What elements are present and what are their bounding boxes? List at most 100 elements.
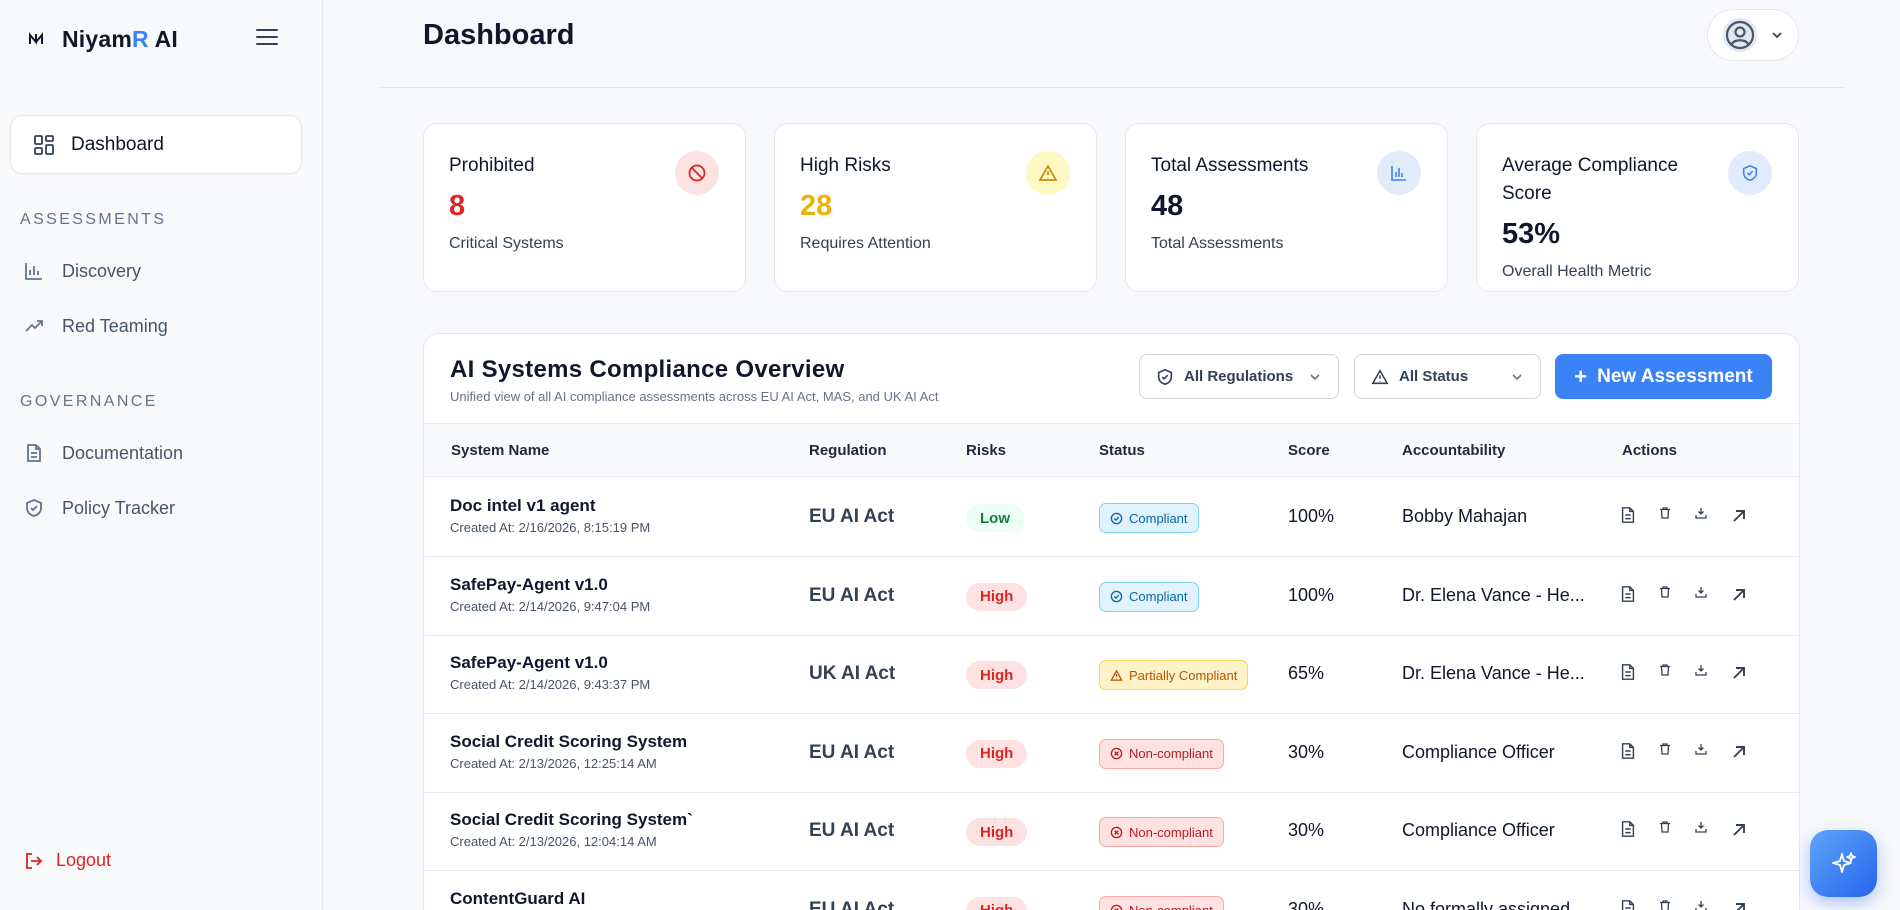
column-header[interactable]: Risks xyxy=(966,442,1007,459)
bar-chart-icon xyxy=(1377,151,1421,195)
risk-badge: Low xyxy=(966,504,1024,532)
section-title-governance: GOVERNANCE xyxy=(20,393,158,410)
delete-icon[interactable] xyxy=(1658,663,1672,677)
regulation: EU AI Act xyxy=(809,506,895,527)
status-badge: Compliant xyxy=(1099,581,1199,612)
view-document-icon[interactable] xyxy=(1619,506,1637,524)
regulation: EU AI Act xyxy=(809,741,895,763)
delete-icon[interactable] xyxy=(1658,585,1672,599)
view-document-icon[interactable] xyxy=(1619,585,1637,603)
accountability: Compliance Officer xyxy=(1402,741,1555,762)
stat-sub: Overall Health Metric xyxy=(1502,263,1652,280)
accountability: Dr. Elena Vance - He... xyxy=(1402,663,1585,683)
table-row[interactable]: Social Credit Scoring System` Created At:… xyxy=(424,792,1799,871)
view-document-icon[interactable] xyxy=(1619,663,1637,681)
table-row[interactable]: Doc intel v1 agent Created At: 2/16/2026,… xyxy=(424,478,1799,557)
logout-icon xyxy=(26,852,43,869)
panel-title: AI Systems Compliance Overview xyxy=(450,356,845,383)
new-assessment-label: New Assessment xyxy=(1597,365,1753,387)
system-name[interactable]: Doc intel v1 agent xyxy=(450,496,596,515)
open-external-icon[interactable] xyxy=(1729,506,1749,526)
stat-card-average-compliance: Average Compliance Score 53% Overall Hea… xyxy=(1476,123,1799,292)
download-icon[interactable] xyxy=(1694,506,1708,520)
ai-assistant-button[interactable] xyxy=(1810,830,1877,897)
column-header[interactable]: System Name xyxy=(451,442,550,459)
view-document-icon[interactable] xyxy=(1619,742,1637,760)
warning-icon xyxy=(1371,368,1389,384)
sidebar-item-policy-tracker[interactable]: Policy Tracker xyxy=(24,492,175,524)
column-header[interactable]: Score xyxy=(1288,442,1330,459)
regulation: EU AI Act xyxy=(809,898,895,910)
accountability: Bobby Mahajan xyxy=(1402,506,1528,526)
logout-button[interactable]: Logout xyxy=(24,850,111,871)
delete-icon[interactable] xyxy=(1658,742,1672,756)
table-row[interactable]: ContentGuard AI EU AI Act High Non-complian… xyxy=(424,871,1799,910)
system-name[interactable]: Social Credit Scoring System xyxy=(450,731,688,751)
sidebar-item-label: Policy Tracker xyxy=(62,497,176,518)
status-icon xyxy=(1110,669,1123,682)
risk-badge: High xyxy=(966,661,1028,689)
filter-label: All Status xyxy=(1399,368,1469,385)
status-filter[interactable]: All Status xyxy=(1354,354,1541,399)
user-menu[interactable] xyxy=(1707,9,1799,61)
panel-subtitle: Unified view of all AI compliance assess… xyxy=(450,389,939,404)
download-icon[interactable] xyxy=(1694,820,1708,834)
system-name[interactable]: Social Credit Scoring System` xyxy=(450,810,693,829)
warning-icon xyxy=(1026,151,1070,195)
open-external-icon[interactable] xyxy=(1729,742,1749,762)
new-assessment-button[interactable]: + New Assessment xyxy=(1555,354,1772,399)
sidebar-item-label: Red Teaming xyxy=(62,315,168,336)
system-name[interactable]: SafePay-Agent v1.0 xyxy=(450,574,608,594)
system-name[interactable]: ContentGuard AI xyxy=(450,888,586,908)
regulation: EU AI Act xyxy=(809,584,895,606)
shield-check-icon xyxy=(1157,368,1173,385)
column-header[interactable]: Status xyxy=(1099,442,1145,459)
accountability: No formally assigned xyxy=(1402,898,1571,910)
sidebar-item-documentation[interactable]: Documentation xyxy=(24,437,183,469)
regulation: UK AI Act xyxy=(809,663,896,684)
created-at: Created At: 2/14/2026, 9:47:04 PM xyxy=(450,598,651,614)
section-title-assessments: ASSESSMENTS xyxy=(20,211,167,228)
brand[interactable]: NiyamR AI xyxy=(26,24,178,54)
column-header[interactable]: Regulation xyxy=(809,442,887,459)
score: 65% xyxy=(1288,663,1325,683)
delete-icon[interactable] xyxy=(1658,506,1672,520)
regulation-filter[interactable]: All Regulations xyxy=(1139,354,1339,399)
open-external-icon[interactable] xyxy=(1729,585,1749,605)
bar-chart-icon xyxy=(25,263,42,280)
view-document-icon[interactable] xyxy=(1619,820,1637,838)
status-badge: Non-compliant xyxy=(1099,817,1224,847)
table-row[interactable]: Social Credit Scoring System Created At: … xyxy=(424,714,1799,793)
column-header[interactable]: Accountability xyxy=(1402,442,1506,459)
sidebar-item-discovery[interactable]: Discovery xyxy=(24,255,141,287)
download-icon[interactable] xyxy=(1694,663,1708,677)
system-name[interactable]: SafePay-Agent v1.0 xyxy=(450,653,608,672)
stat-label: High Risks xyxy=(800,155,891,176)
page-title: Dashboard xyxy=(423,19,575,51)
stat-card-total-assessments: Total Assessments 48 Total Assessments xyxy=(1125,123,1448,292)
open-external-icon[interactable] xyxy=(1729,663,1749,683)
table-row[interactable]: SafePay-Agent v1.0 Created At: 2/14/2026,… xyxy=(424,635,1799,714)
created-at: Created At: 2/16/2026, 8:15:19 PM xyxy=(450,520,651,535)
stat-label: Average Compliance Score xyxy=(1502,155,1679,204)
download-icon[interactable] xyxy=(1694,742,1708,756)
sidebar-item-dashboard[interactable]: Dashboard xyxy=(10,115,302,174)
delete-icon[interactable] xyxy=(1658,899,1672,910)
table-row[interactable]: SafePay-Agent v1.0 Created At: 2/14/2026,… xyxy=(424,557,1799,636)
status-label: Non-compliant xyxy=(1129,824,1213,840)
delete-icon[interactable] xyxy=(1658,820,1672,834)
open-external-icon[interactable] xyxy=(1729,820,1749,840)
download-icon[interactable] xyxy=(1694,899,1708,910)
chevron-down-icon xyxy=(1512,374,1522,381)
created-at: Created At: 2/13/2026, 12:04:14 AM xyxy=(450,834,657,849)
view-document-icon[interactable] xyxy=(1619,899,1637,910)
user-avatar-icon xyxy=(1723,18,1757,52)
score: 30% xyxy=(1288,898,1325,910)
stat-sub: Requires Attention xyxy=(800,235,931,252)
sidebar-item-red-teaming[interactable]: Red Teaming xyxy=(24,310,168,342)
download-icon[interactable] xyxy=(1694,585,1708,599)
status-icon xyxy=(1110,904,1123,910)
open-external-icon[interactable] xyxy=(1729,899,1749,910)
hamburger-menu-icon[interactable] xyxy=(256,29,278,49)
status-label: Non-compliant xyxy=(1129,903,1213,910)
